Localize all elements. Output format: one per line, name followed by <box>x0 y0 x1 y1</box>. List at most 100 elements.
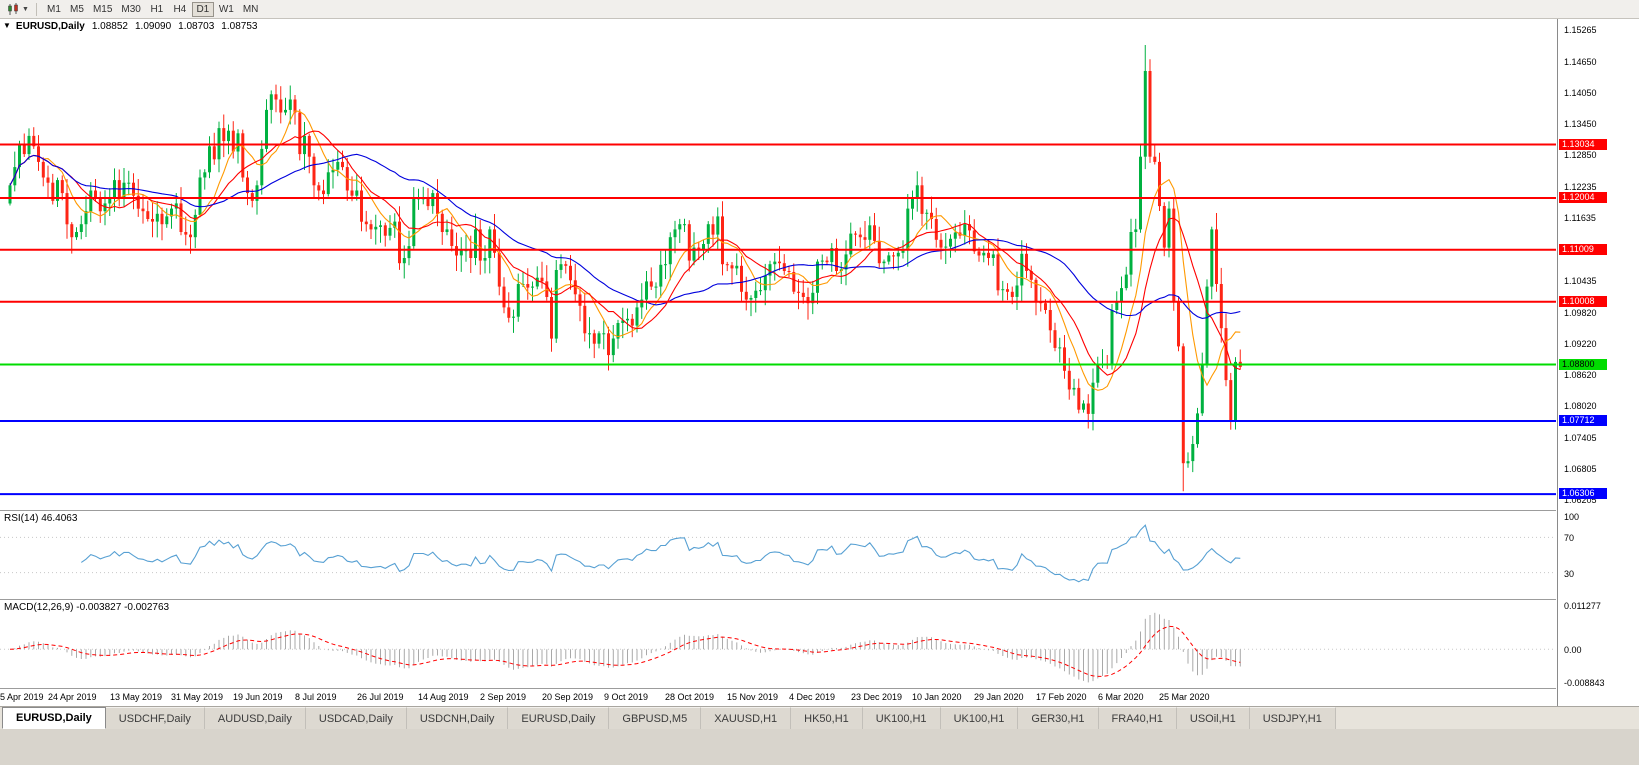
time-label: 8 Jul 2019 <box>295 692 337 702</box>
time-label: 9 Oct 2019 <box>604 692 649 702</box>
status-strip <box>0 729 1639 765</box>
time-label: 29 Jan 2020 <box>974 692 1024 702</box>
rsi-axis-label: 30 <box>1564 569 1575 579</box>
rsi-pane[interactable]: RSI(14) 46.4063 <box>0 511 1556 600</box>
timeframe-button-d1[interactable]: D1 <box>191 1 214 17</box>
chart-tab-hk50-h1[interactable]: HK50,H1 <box>791 707 863 729</box>
open-value: 1.08852 <box>91 21 128 32</box>
timeframe-button-mn[interactable]: MN <box>242 3 259 15</box>
price-tick: 1.13450 <box>1564 119 1597 129</box>
time-label: 26 Jul 2019 <box>357 692 404 702</box>
price-tick: 1.12235 <box>1564 182 1597 192</box>
symbol-period-label: EURUSD,Daily <box>15 21 85 32</box>
chart-tab-audusd-daily[interactable]: AUDUSD,Daily <box>204 707 306 729</box>
rsi-chart[interactable] <box>0 511 1556 599</box>
rsi-axis-label: 70 <box>1564 533 1575 543</box>
price-tick: 1.14050 <box>1564 88 1597 98</box>
macd-label: MACD(12,26,9) -0.003827 -0.002763 <box>4 602 170 613</box>
chart-tab-uk100-h1[interactable]: UK100,H1 <box>862 707 941 729</box>
price-line-label-1.07712: 1.07712 <box>1559 415 1607 426</box>
price-tick: 1.09820 <box>1564 308 1597 318</box>
time-label: 13 May 2019 <box>110 692 163 702</box>
time-label: 31 May 2019 <box>171 692 224 702</box>
timeframe-button-m1[interactable]: M1 <box>46 3 61 15</box>
timeframe-button-m5[interactable]: M5 <box>69 3 84 15</box>
timeframe-button-m30[interactable]: M30 <box>121 3 141 15</box>
chart-tabs: EURUSD,Daily USDCHF,Daily AUDUSD,Daily USDC… <box>0 706 1639 729</box>
macd-axis-label: 0.00 <box>1564 645 1582 655</box>
rsi-axis-label: 100 <box>1564 512 1580 522</box>
chart-tab-gbpusd-m5[interactable]: GBPUSD,M5 <box>609 707 702 729</box>
price-tick: 1.11635 <box>1564 213 1596 223</box>
price-tick: 1.09220 <box>1564 339 1597 349</box>
chart-tab-usoil-h1[interactable]: USOil,H1 <box>1176 707 1250 729</box>
chart-tab-usdcnh-daily[interactable]: USDCNH,Daily <box>406 707 509 729</box>
chart-tab-xauusd-h1[interactable]: XAUUSD,H1 <box>701 707 792 729</box>
toolbar-separator <box>35 2 37 16</box>
time-label: 19 Jun 2019 <box>233 692 283 702</box>
time-axis[interactable]: 5 Apr 2019 24 Apr 2019 13 May 2019 31 May 2… <box>0 689 1556 706</box>
price-tick: 1.07405 <box>1564 433 1597 443</box>
chart-tab-ger30-h1[interactable]: GER30,H1 <box>1018 707 1099 729</box>
toolbar: ▼ M1 M5 M15 M30 H1 H4 D1 W1 MN <box>0 0 1639 19</box>
price-line-label-1.11009: 1.11009 <box>1559 244 1607 255</box>
chart-window: ▼ EURUSD,Daily 1.08852 1.09090 1.08703 1… <box>0 19 1639 706</box>
macd-signal-line <box>9 625 1241 677</box>
price-tick: 1.12850 <box>1564 150 1597 160</box>
macd-axis-label: 0.011277 <box>1564 601 1601 611</box>
timeframe-button-w1[interactable]: W1 <box>218 3 234 15</box>
price-line-label-1.12004: 1.12004 <box>1559 192 1607 203</box>
price-tick: 1.14650 <box>1564 57 1597 67</box>
candles <box>8 45 1242 492</box>
dropdown-caret-icon[interactable]: ▼ <box>22 5 29 13</box>
price-axis[interactable]: 1.15265 1.14650 1.14050 1.13450 1.12850 1.122… <box>1557 19 1639 706</box>
time-label: 14 Aug 2019 <box>418 692 469 702</box>
close-value: 1.08753 <box>221 21 258 32</box>
time-label: 17 Feb 2020 <box>1036 692 1087 702</box>
time-label: 20 Sep 2019 <box>542 692 594 702</box>
chart-tab-usdcad-daily[interactable]: USDCAD,Daily <box>305 707 407 729</box>
price-tick: 1.10435 <box>1564 276 1597 286</box>
price-line-label-1.13034: 1.13034 <box>1559 139 1607 150</box>
time-label: 10 Jan 2020 <box>912 692 962 702</box>
chart-tab-eurusd-daily[interactable]: EURUSD,Daily <box>2 707 106 729</box>
collapse-pane-icon[interactable]: ▼ <box>3 21 11 30</box>
rsi-label: RSI(14) 46.4063 <box>4 513 78 524</box>
chart-tab-uk100-h1[interactable]: UK100,H1 <box>940 707 1019 729</box>
time-label: 15 Nov 2019 <box>727 692 779 702</box>
timeframe-button-h1[interactable]: H1 <box>150 3 164 15</box>
price-line-label-1.06306: 1.06306 <box>1559 488 1607 499</box>
macd-histogram <box>14 612 1241 683</box>
high-value: 1.09090 <box>134 21 172 32</box>
chart-tab-usdchf-daily[interactable]: USDCHF,Daily <box>105 707 205 729</box>
low-value: 1.08703 <box>178 21 215 32</box>
price-tick: 1.06205 <box>1564 495 1597 505</box>
macd-axis-label: -0.008843 <box>1564 678 1605 688</box>
price-tick: 1.06805 <box>1564 464 1597 474</box>
macd-chart[interactable] <box>0 600 1556 688</box>
time-label: 23 Dec 2019 <box>851 692 903 702</box>
price-pane[interactable]: ▼ EURUSD,Daily 1.08852 1.09090 1.08703 1… <box>0 19 1556 511</box>
moving-average-13[interactable] <box>9 130 1241 376</box>
time-label: 2 Sep 2019 <box>480 692 527 702</box>
price-tick: 1.08620 <box>1564 370 1597 380</box>
chart-tab-usdjpy-h1[interactable]: USDJPY,H1 <box>1249 707 1336 729</box>
price-tick: 1.15265 <box>1564 25 1597 35</box>
candlestick-chart-glyph <box>8 2 18 15</box>
price-tick: 1.08020 <box>1564 401 1597 411</box>
moving-average-8[interactable] <box>9 110 1241 391</box>
candlestick-chart[interactable] <box>0 19 1556 510</box>
candlestick-chart-icon[interactable]: ▼ <box>4 1 32 17</box>
timeframe-button-group: M1 M5 M15 M30 H1 H4 D1 W1 MN <box>43 1 263 17</box>
chart-ohlc-header: ▼ EURUSD,Daily 1.08852 1.09090 1.08703 1… <box>3 21 257 32</box>
macd-pane[interactable]: MACD(12,26,9) -0.003827 -0.002763 <box>0 600 1556 689</box>
timeframe-button-m15[interactable]: M15 <box>92 3 113 15</box>
price-line-label-1.08800: 1.08800 <box>1559 359 1607 370</box>
timeframe-button-h4[interactable]: H4 <box>173 3 187 15</box>
chart-tab-eurusd-daily[interactable]: EURUSD,Daily <box>508 707 610 729</box>
time-label: 25 Mar 2020 <box>1159 692 1210 702</box>
time-label: 5 Apr 2019 <box>0 692 44 702</box>
rsi-line <box>80 524 1241 583</box>
chart-tab-fra40-h1[interactable]: FRA40,H1 <box>1098 707 1177 729</box>
